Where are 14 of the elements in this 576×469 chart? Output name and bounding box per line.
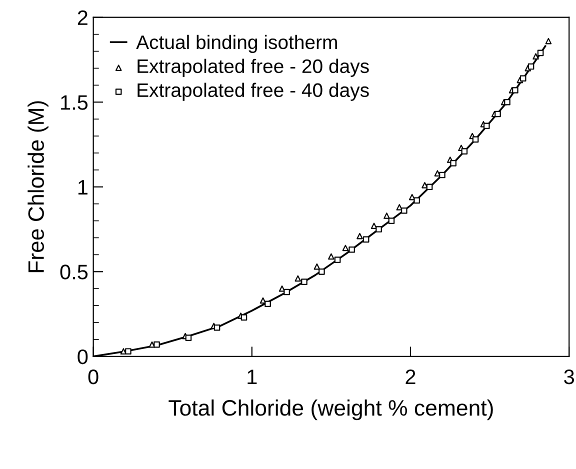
- y-tick-label: 1: [78, 180, 88, 194]
- x-tick-label: 0: [88, 369, 98, 384]
- legend-label: Extrapolated free - 40 days: [138, 82, 369, 101]
- x-tick-label: 3: [564, 369, 574, 384]
- x-tick-label: 2: [406, 369, 416, 384]
- x-axis-title: Total Chloride (weight % cement): [168, 399, 493, 420]
- y-axis-title: Free Chloride (M): [28, 101, 48, 272]
- y-tick-label: 0.5: [60, 264, 88, 280]
- x-tick-label: 1: [248, 370, 257, 384]
- y-tick-label: 2: [78, 10, 88, 25]
- legend-label: Actual binding isotherm: [136, 34, 337, 53]
- y-tick-label: 0: [78, 349, 88, 364]
- y-tick-label: 1.5: [61, 95, 88, 110]
- legend-label: Extrapolated free - 20 days: [138, 58, 369, 77]
